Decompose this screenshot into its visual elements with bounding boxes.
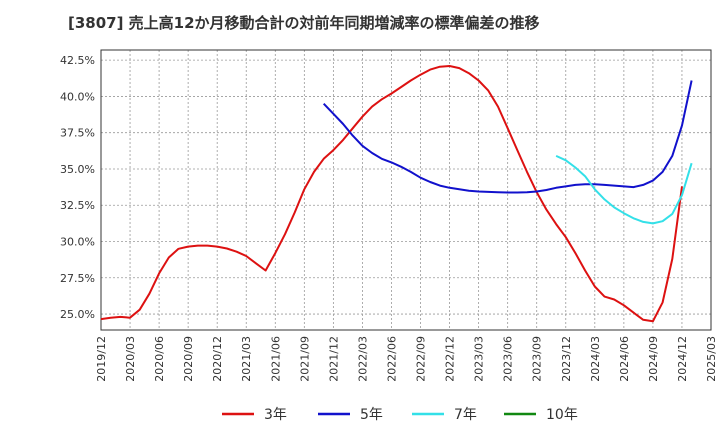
legend-label: 5年 xyxy=(360,407,383,423)
legend: 3年 5年 7年 10年 xyxy=(222,407,578,423)
x-tick-label: 2024/09 xyxy=(647,336,660,382)
y-axis-ticks: 25.0% 27.5% 30.0% 32.5% 35.0% 37.5% 40.0% 42.5% xyxy=(60,54,95,321)
x-tick-label: 2021/06 xyxy=(269,336,282,382)
legend-label: 10年 xyxy=(546,407,578,423)
x-tick-label: 2023/06 xyxy=(502,336,515,382)
x-tick-label: 2024/06 xyxy=(618,336,631,382)
y-tick-label: 30.0% xyxy=(60,236,95,249)
legend-label: 7年 xyxy=(454,407,477,423)
x-tick-label: 2023/12 xyxy=(560,336,573,382)
y-tick-label: 35.0% xyxy=(60,163,95,176)
y-tick-label: 32.5% xyxy=(60,199,95,212)
x-tick-label: 2020/03 xyxy=(124,336,137,382)
plot-frame xyxy=(100,49,712,331)
series-lines xyxy=(100,65,693,323)
x-tick-label: 2023/03 xyxy=(473,336,486,382)
legend-label: 3年 xyxy=(264,407,287,423)
y-tick-label: 42.5% xyxy=(60,54,95,67)
x-tick-label: 2020/06 xyxy=(153,336,166,382)
series-line-3年 xyxy=(100,65,683,323)
y-tick-label: 27.5% xyxy=(60,272,95,285)
x-tick-label: 2025/03 xyxy=(705,336,718,382)
x-tick-label: 2022/06 xyxy=(385,336,398,382)
x-tick-label: 2023/09 xyxy=(531,336,544,382)
y-tick-label: 37.5% xyxy=(60,127,95,140)
y-tick-label: 25.0% xyxy=(60,308,95,321)
x-tick-label: 2022/03 xyxy=(356,336,369,382)
chart-title: [3807] 売上高12か月移動合計の対前年同期増減率の標準偏差の推移 xyxy=(68,14,540,32)
series-line-5年 xyxy=(322,80,693,194)
y-tick-label: 40.0% xyxy=(60,90,95,103)
x-tick-label: 2020/09 xyxy=(182,336,195,382)
x-tick-label: 2024/03 xyxy=(589,336,602,382)
x-tick-label: 2020/12 xyxy=(211,336,224,382)
series-line-7年 xyxy=(555,154,693,225)
x-tick-label: 2021/12 xyxy=(327,336,340,382)
x-tick-label: 2022/12 xyxy=(444,336,457,382)
x-tick-label: 2021/09 xyxy=(298,336,311,382)
grid xyxy=(101,50,711,330)
x-axis-ticks: 2019/12 2020/03 2020/06 2020/09 2020/12 2021/… xyxy=(95,336,718,382)
x-tick-label: 2021/03 xyxy=(240,336,253,382)
x-tick-label: 2022/09 xyxy=(415,336,428,382)
x-tick-label: 2024/12 xyxy=(676,336,689,382)
x-tick-label: 2019/12 xyxy=(95,336,108,382)
